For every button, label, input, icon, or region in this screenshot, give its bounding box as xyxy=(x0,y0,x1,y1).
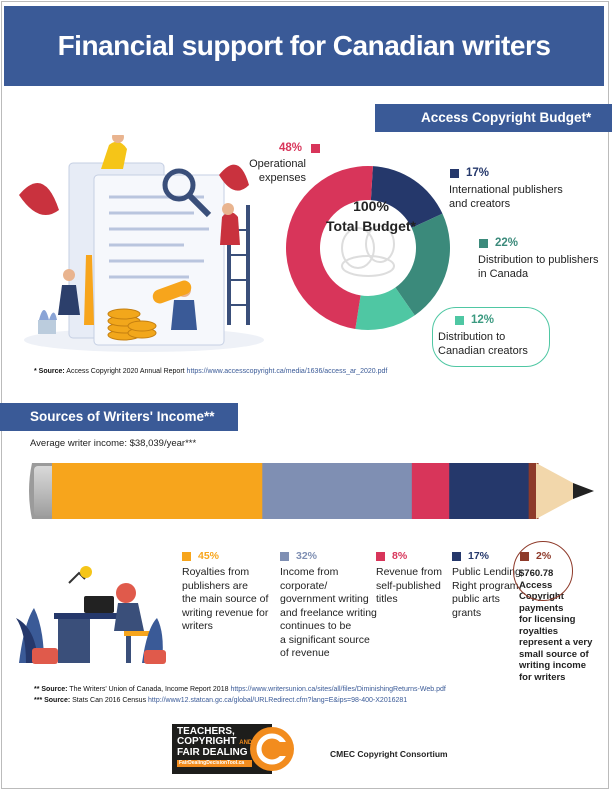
budget-heading: Access Copyright Budget* xyxy=(421,110,592,125)
income-access-copyright-line: payments xyxy=(519,602,564,614)
income-corporate-line: corporate/ xyxy=(280,579,328,592)
slice-publishers-label2: in Canada xyxy=(478,268,529,280)
logo-line3: FAIR DEALING xyxy=(177,747,248,758)
income-royalties-line: the main source of xyxy=(182,593,269,605)
writer-desk-illustration xyxy=(16,566,166,664)
income-access-copyright-line: represent a very xyxy=(519,637,593,648)
page-title: Financial support for Canadian writers xyxy=(57,30,551,61)
donut-hole xyxy=(321,201,415,295)
slice-creators-label1: Distribution to xyxy=(438,331,506,343)
income-royalties-line: writers xyxy=(182,620,213,632)
income-heading: Sources of Writers' Income** xyxy=(30,409,215,424)
income-access-copyright-line: for licensing xyxy=(519,614,576,625)
source-link[interactable]: https://www.writersunion.ca/sites/all/fi… xyxy=(230,686,446,693)
budget-source: * Source: Access Copyright 2020 Annual R… xyxy=(34,368,387,375)
donut-center-pct: 100% xyxy=(353,198,389,214)
pencil-seg-royalties xyxy=(52,463,263,519)
logo-text: TEACHERS, COPYRIGHT AND FAIR DEALING Fai… xyxy=(177,726,253,767)
income-corporate-line: and freelance writing xyxy=(280,606,377,619)
slice-operational-pct: 48% xyxy=(279,142,303,154)
slice-international-label2: and creators xyxy=(449,198,511,210)
budget-source-bold: * Source: xyxy=(34,368,65,375)
income-plr-swatch xyxy=(452,552,461,561)
income-royalties-line: publishers are xyxy=(182,579,248,592)
source-link[interactable]: http://www12.statcan.gc.ca/global/URLRed… xyxy=(148,697,408,704)
income-plr-line: public arts xyxy=(452,593,500,605)
pencil-seg-self-published xyxy=(411,463,450,519)
income-pencil-chart xyxy=(29,463,594,519)
slice-creators-label2: Canadian creators xyxy=(438,345,528,357)
income-source-2: *** Source: Stats Can 2016 Census http:/… xyxy=(34,697,407,704)
pencil-tip-wood xyxy=(536,463,588,519)
donut-slice-creators xyxy=(355,287,415,330)
income-self-published-line: self-published xyxy=(376,579,441,592)
source-bold: *** Source: xyxy=(34,697,71,704)
source-text: Stats Can 2016 Census xyxy=(72,697,147,704)
income-heading-tab: Sources of Writers' Income** xyxy=(0,403,238,431)
logo-line1: TEACHERS, xyxy=(177,726,235,737)
income-corporate-line: government writing xyxy=(280,593,369,605)
pencil-eraser-highlight xyxy=(34,466,56,516)
donut-slice-operational xyxy=(286,166,373,330)
budget-donut-chart xyxy=(286,166,450,330)
income-corporate-line: Income from xyxy=(280,566,339,578)
income-corporate-swatch xyxy=(280,552,289,561)
pencil-seg-access-copyright xyxy=(528,463,539,519)
source-text: The Writers' Union of Canada, Income Rep… xyxy=(69,686,229,693)
slice-creators-pct: 12% xyxy=(471,314,495,326)
logo-line2: COPYRIGHT xyxy=(177,736,237,747)
source-bold: ** Source: xyxy=(34,686,68,693)
slice-international-pct: 17% xyxy=(466,167,490,179)
income-corporate-line: continues to be xyxy=(280,620,352,632)
slice-creators-swatch xyxy=(455,316,464,325)
slice-operational-label2: expenses xyxy=(258,172,306,184)
income-self-published-line: titles xyxy=(376,593,398,605)
donut-slice-international xyxy=(370,166,443,228)
pencil-tip-lead xyxy=(573,483,594,499)
income-royalties-pct: 45% xyxy=(198,550,220,562)
income-self-published-line: Revenue from xyxy=(376,566,442,578)
income-plr-line: Public Lending xyxy=(452,566,521,578)
slice-operational-swatch xyxy=(311,144,320,153)
slice-international-swatch xyxy=(450,169,459,178)
income-self-published-swatch xyxy=(376,552,385,561)
logo-subtitle: FairDealingDecisionTool.ca xyxy=(177,760,253,767)
income-plr-line: grants xyxy=(452,606,482,619)
slice-operational-label1: Operational xyxy=(249,158,306,170)
slice-international-label1: International publishers xyxy=(449,184,563,196)
income-access-copyright-line: writing income xyxy=(519,660,587,671)
pencil-seg-plr xyxy=(449,463,530,519)
slice-publishers-pct: 22% xyxy=(495,237,519,249)
income-self-published-pct: 8% xyxy=(392,550,408,562)
reading-illustration xyxy=(19,135,264,352)
donut-slice-publishers xyxy=(395,213,450,316)
income-plr-pct: 17% xyxy=(468,550,490,562)
income-royalties-line: Royalties from xyxy=(182,566,250,578)
income-corporate-pct: 32% xyxy=(296,550,318,562)
consortium-name: CMEC Copyright Consortium xyxy=(330,749,448,759)
small-source-callout xyxy=(513,541,573,601)
income-corporate-line: a significant source xyxy=(280,633,370,646)
title-banner: Financial support for Canadian writers xyxy=(4,6,604,86)
budget-source-link[interactable]: https://www.accesscopyright.ca/media/163… xyxy=(186,368,388,375)
income-plr-line: Right program, xyxy=(452,579,522,592)
average-income: Average writer income: $38,039/year*** xyxy=(30,438,197,449)
income-access-copyright-line: small source of xyxy=(519,648,589,660)
logo-line2b: AND xyxy=(239,740,253,746)
slice-publishers-swatch xyxy=(479,239,488,248)
income-royalties-swatch xyxy=(182,552,191,561)
budget-source-text: Access Copyright 2020 Annual Report xyxy=(66,368,185,375)
coins-icon xyxy=(341,225,395,277)
income-access-copyright-line: for writers xyxy=(519,671,566,683)
pencil-seg-corporate xyxy=(262,463,413,519)
creators-callout xyxy=(432,307,550,367)
income-corporate-line: of revenue xyxy=(280,647,330,659)
income-access-copyright-line: royalties xyxy=(519,625,559,637)
income-source-1: ** Source: The Writers' Union of Canada,… xyxy=(34,686,446,693)
donut-center-label: Total Budget* xyxy=(326,218,416,234)
budget-heading-tab: Access Copyright Budget* xyxy=(375,104,612,132)
income-royalties-line: writing revenue for xyxy=(182,606,269,619)
slice-publishers-label1: Distribution to publishers xyxy=(478,254,599,266)
